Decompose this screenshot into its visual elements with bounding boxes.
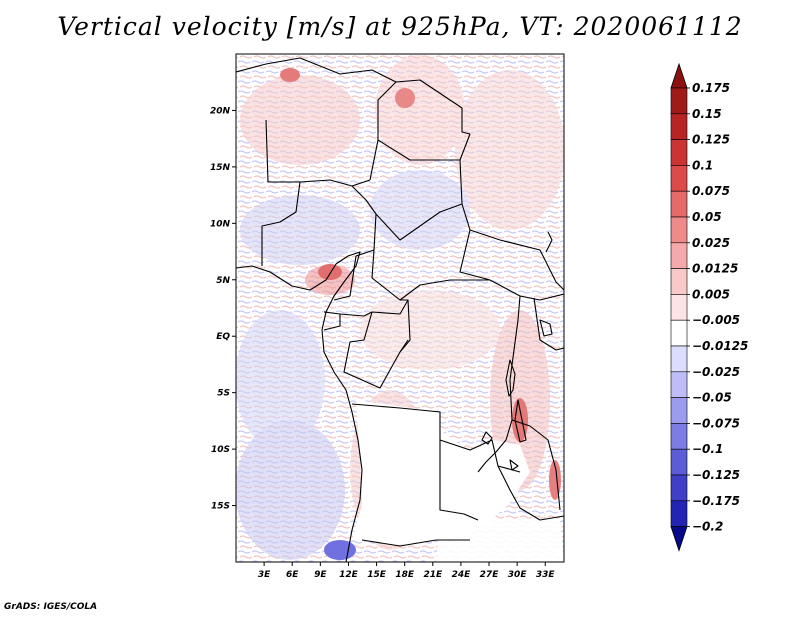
lon-tick-label: 15E	[367, 570, 387, 580]
colorbar-label: −0.05	[692, 391, 732, 405]
colorbar-label: −0.025	[692, 365, 740, 379]
lon-tick-label: 21E	[423, 570, 443, 580]
colorbar-label: 0.0125	[692, 262, 738, 276]
lon-tick-label: 24E	[452, 570, 472, 580]
colorbar-swatch	[670, 319, 688, 347]
lon-tick-label: 3E	[258, 570, 271, 580]
colorbar-top-arrow	[670, 62, 688, 89]
colorbar-swatch	[670, 190, 688, 218]
colorbar-swatch	[670, 113, 688, 140]
colorbar-swatch	[670, 397, 688, 424]
colorbar-swatch	[670, 345, 688, 373]
map-frame	[235, 53, 565, 563]
colorbar-swatch	[670, 139, 688, 166]
lat-tick-label: 10S	[211, 445, 230, 455]
lat-tick-label: 5N	[216, 276, 230, 286]
colorbar-label: −0.175	[692, 494, 740, 508]
colorbar-label: 0.15	[692, 107, 722, 121]
colorbar-swatch	[670, 423, 688, 450]
colorbar-label: 0.125	[692, 133, 730, 147]
colorbar-label: −0.1	[692, 442, 723, 456]
colorbar-bottom-arrow	[670, 526, 688, 552]
colorbar-swatch	[670, 268, 688, 295]
colorbar-swatch	[670, 294, 688, 321]
colorbar-swatch	[670, 87, 688, 115]
lat-tick-label: 20N	[210, 106, 231, 116]
colorbar-swatch	[670, 474, 688, 502]
colorbar-label: 0.05	[692, 210, 722, 224]
colorbar: 0.175 0.15 0.125 0.1 0.075 0.05 0.025 0.0125 0.0…	[670, 62, 748, 552]
colorbar-swatch	[670, 216, 688, 244]
lon-tick-label: 12E	[339, 570, 359, 580]
colorbar-label: −0.005	[692, 313, 740, 327]
colorbar-label: 0.005	[692, 287, 730, 301]
credit-text: GrADS: IGES/COLA	[4, 602, 98, 612]
colorbar-label: −0.0125	[692, 339, 748, 353]
colorbar-label: 0.1	[692, 158, 713, 172]
lat-tick-label: EQ	[216, 332, 230, 342]
lon-tick-label: 27E	[480, 570, 500, 580]
lat-tick-label: 15N	[210, 163, 231, 173]
colorbar-swatch	[670, 371, 688, 398]
lat-tick-label: 5S	[217, 389, 230, 399]
lon-tick-label: 18E	[395, 570, 415, 580]
lon-tick-label: 6E	[286, 570, 299, 580]
colorbar-swatch	[670, 242, 688, 269]
lat-tick-label: 10N	[210, 219, 231, 229]
colorbar-swatch	[670, 165, 688, 192]
colorbar-label: 0.075	[692, 184, 730, 198]
colorbar-label: 0.175	[692, 81, 730, 95]
longitude-axis: 3E 6E 9E 12E 15E 18E 21E 24E 27E 30E 33E	[258, 562, 556, 580]
lon-tick-label: 33E	[536, 570, 556, 580]
colorbar-label: 0.025	[692, 236, 730, 250]
colorbar-label: −0.2	[692, 520, 723, 534]
colorbar-label: −0.075	[692, 416, 740, 430]
colorbar-label: −0.125	[692, 468, 740, 482]
lat-tick-label: 15S	[211, 502, 230, 512]
lon-tick-label: 9E	[314, 570, 327, 580]
colorbar-swatch	[670, 448, 688, 476]
map-panel	[236, 54, 564, 562]
latitude-axis: 20N 15N 10N 5N EQ 5S 10S 15S	[210, 106, 236, 512]
colorbar-swatch	[670, 500, 688, 527]
map-title: Vertical velocity [m/s] at 925hPa, VT: 2…	[57, 12, 743, 41]
lon-tick-label: 30E	[508, 570, 528, 580]
